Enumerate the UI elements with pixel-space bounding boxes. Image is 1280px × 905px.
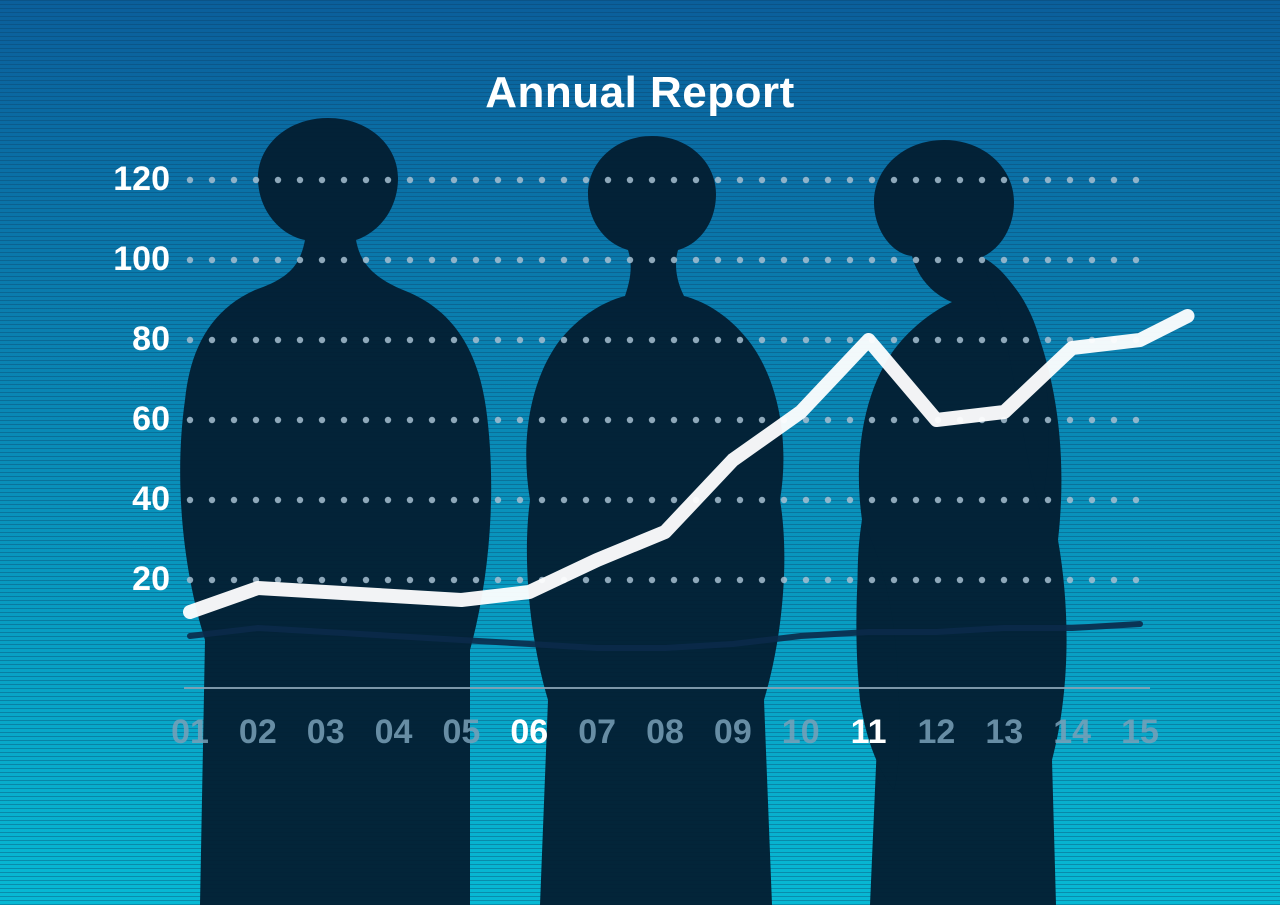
main-series [190,316,1188,612]
baseline-series [190,624,1140,648]
chart-stage: Annual Report 20406080100120 01020304050… [0,0,1280,905]
series-layer [0,0,1280,905]
